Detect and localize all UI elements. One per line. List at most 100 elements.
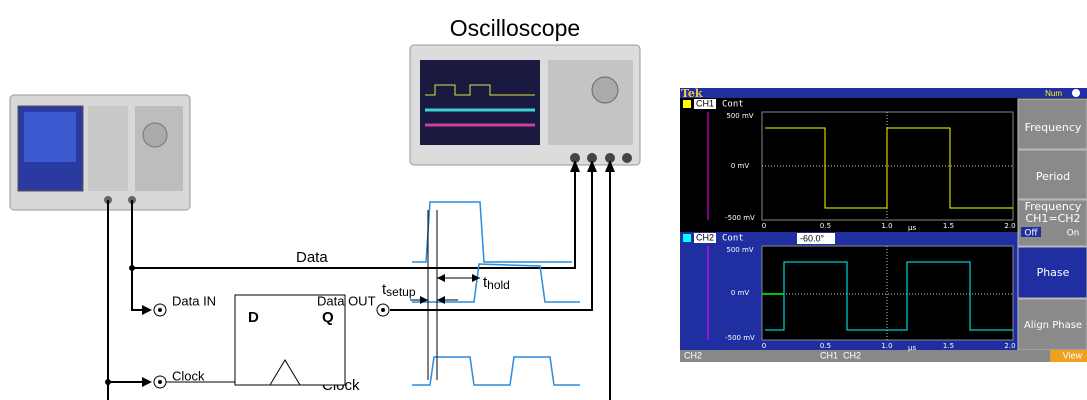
rect-shape xyxy=(1017,199,1087,247)
y-axis-label: -500 mV xyxy=(725,334,755,342)
menu-period[interactable]: Period xyxy=(1036,170,1070,183)
rect-shape xyxy=(694,233,716,243)
circle-shape xyxy=(105,379,111,385)
polygon-shape xyxy=(142,305,152,315)
rect-shape xyxy=(24,112,76,162)
polygon-shape xyxy=(142,377,152,387)
polyline-shape xyxy=(412,263,580,303)
polyline-shape xyxy=(269,359,301,386)
rect-shape xyxy=(1017,98,1087,150)
polygon-shape xyxy=(570,160,580,172)
x-axis-label: 0 xyxy=(762,222,766,230)
polyline-shape xyxy=(131,268,150,311)
rect-shape xyxy=(420,60,540,145)
rect-shape xyxy=(88,106,128,191)
rect-shape xyxy=(548,60,633,145)
x-axis-label: 2.0 xyxy=(1004,342,1015,350)
menu-phase[interactable]: Phase xyxy=(1037,266,1070,279)
menu-frequency[interactable]: Frequency xyxy=(1025,121,1082,134)
rect-shape xyxy=(135,106,183,191)
polygon-shape xyxy=(420,296,428,304)
circle-shape xyxy=(381,308,385,312)
flip-flop: D Q Data IN Data OUT Clock xyxy=(172,293,376,386)
x-axis-label: 1.5 xyxy=(943,342,954,350)
polygon-shape xyxy=(437,274,445,282)
menu-freq-link-2[interactable]: CH1=CH2 xyxy=(1025,212,1080,225)
data-label: Data xyxy=(296,249,328,266)
polyline-shape xyxy=(131,165,576,269)
ch2-name: CH2 xyxy=(696,232,714,242)
circle-shape xyxy=(587,153,597,163)
circle-shape xyxy=(1072,89,1080,97)
oscilloscope: Oscilloscope xyxy=(409,15,641,166)
polygon-shape xyxy=(605,160,615,172)
ch1-name: CH1 xyxy=(696,98,714,108)
x-axis-label: 0.5 xyxy=(820,222,831,230)
phase-value: -60.0° xyxy=(800,233,825,243)
rect-shape xyxy=(1021,227,1041,237)
rect-shape xyxy=(1017,246,1087,299)
polyline-shape xyxy=(765,261,1013,331)
t-setup: tsetup xyxy=(382,281,416,299)
brand: Tek xyxy=(681,87,703,100)
menu-align[interactable]: Align Phase xyxy=(1024,320,1082,331)
polyline-shape xyxy=(412,201,572,263)
t-hold: thold xyxy=(483,274,510,292)
circle-shape xyxy=(158,380,162,384)
t: t xyxy=(382,281,387,298)
generator-screen: Tek Num CH1 Cont CH2 Cont -60.0° Frequen… xyxy=(680,87,1087,362)
status: Num xyxy=(1045,89,1062,98)
t: t xyxy=(483,274,488,291)
polygon-shape xyxy=(437,296,445,304)
clock-in-label: Clock xyxy=(172,368,205,383)
d-pin: D xyxy=(248,309,259,326)
y-axis-label: -500 mV xyxy=(725,214,755,222)
bottom-middle: CH1 CH2 xyxy=(820,350,861,360)
rect-shape xyxy=(683,234,691,242)
menu-freq-link-1[interactable]: Frequency xyxy=(1025,200,1082,213)
sub: hold xyxy=(487,278,510,292)
x-axis-label: 2.0 xyxy=(1004,222,1015,230)
bottom-right[interactable]: View xyxy=(1063,350,1083,360)
x-axis-unit: µs xyxy=(908,344,916,352)
data-in-label: Data IN xyxy=(172,293,216,308)
rect-shape xyxy=(680,350,1087,362)
timing: tsetup thold xyxy=(382,201,580,386)
x-axis-label: 1.0 xyxy=(881,222,892,230)
circle-shape xyxy=(591,76,619,104)
circle-shape xyxy=(622,153,632,163)
circle-shape xyxy=(129,265,135,271)
rect-shape xyxy=(694,99,716,109)
rect-shape xyxy=(234,294,346,386)
q-pin: Q xyxy=(322,309,334,326)
rect-shape xyxy=(680,88,1087,98)
menu-off[interactable]: Off xyxy=(1024,229,1038,239)
ch1-mode: Cont xyxy=(722,100,744,110)
circle-shape xyxy=(605,153,615,163)
rect-shape xyxy=(797,233,835,244)
y-axis-label: 500 mV xyxy=(726,246,753,254)
polyline-shape xyxy=(412,356,580,386)
rect-shape xyxy=(683,100,691,108)
bottom-left: CH2 xyxy=(684,350,702,360)
polyline-shape xyxy=(765,127,1013,209)
menu-on[interactable]: On xyxy=(1067,229,1080,239)
ch2-mode: Cont xyxy=(722,234,744,244)
rect-shape xyxy=(1017,298,1087,351)
oscilloscope-label: Oscilloscope xyxy=(450,15,580,41)
x-axis-label: 1.5 xyxy=(943,222,954,230)
sub: setup xyxy=(386,285,416,299)
circle-shape xyxy=(158,308,162,312)
rect-shape xyxy=(761,245,1014,341)
y-axis-label: 0 mV xyxy=(731,162,749,170)
x-axis-label: 0.5 xyxy=(820,342,831,350)
function-generator xyxy=(9,94,191,211)
polygon-shape xyxy=(587,160,597,172)
circle-shape xyxy=(142,122,168,148)
polyline-shape xyxy=(425,84,535,96)
y-axis-label: 500 mV xyxy=(726,112,753,120)
x-axis-label: 1.0 xyxy=(881,342,892,350)
x-axis-unit: µs xyxy=(908,224,916,232)
circle-shape xyxy=(570,153,580,163)
